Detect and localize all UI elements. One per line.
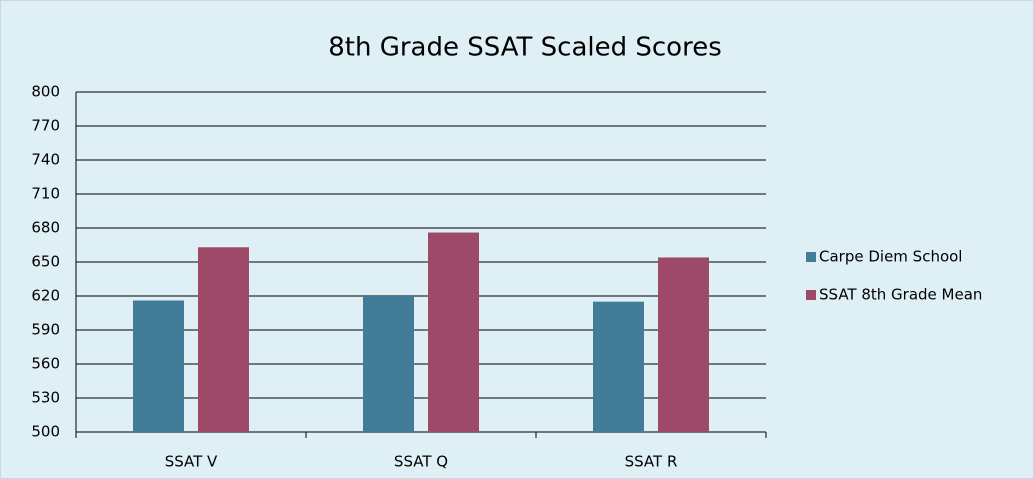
legend-label: SSAT 8th Grade Mean (819, 286, 982, 304)
y-tick-label: 560 (31, 355, 60, 373)
y-tick-label: 770 (31, 117, 60, 135)
y-tick-label: 680 (31, 219, 60, 237)
x-tick-label: SSAT V (165, 453, 218, 471)
y-tick-label: 800 (31, 83, 60, 101)
legend-swatch (806, 252, 816, 262)
bar (428, 232, 479, 432)
y-tick-label: 710 (31, 185, 60, 203)
y-tick-label: 650 (31, 253, 60, 271)
bar (133, 300, 184, 432)
legend-label: Carpe Diem School (819, 248, 962, 266)
legend-swatch (806, 290, 816, 300)
bar (198, 247, 249, 432)
y-tick-label: 620 (31, 287, 60, 305)
chart-title: 8th Grade SSAT Scaled Scores (328, 33, 722, 63)
y-tick-label: 590 (31, 321, 60, 339)
x-tick-label: SSAT R (625, 453, 678, 471)
y-tick-label: 530 (31, 389, 60, 407)
bar (363, 296, 414, 432)
bar (593, 301, 644, 432)
y-tick-label: 500 (31, 423, 60, 441)
bar (658, 257, 709, 432)
x-tick-label: SSAT Q (394, 453, 448, 471)
y-tick-label: 740 (31, 151, 60, 169)
